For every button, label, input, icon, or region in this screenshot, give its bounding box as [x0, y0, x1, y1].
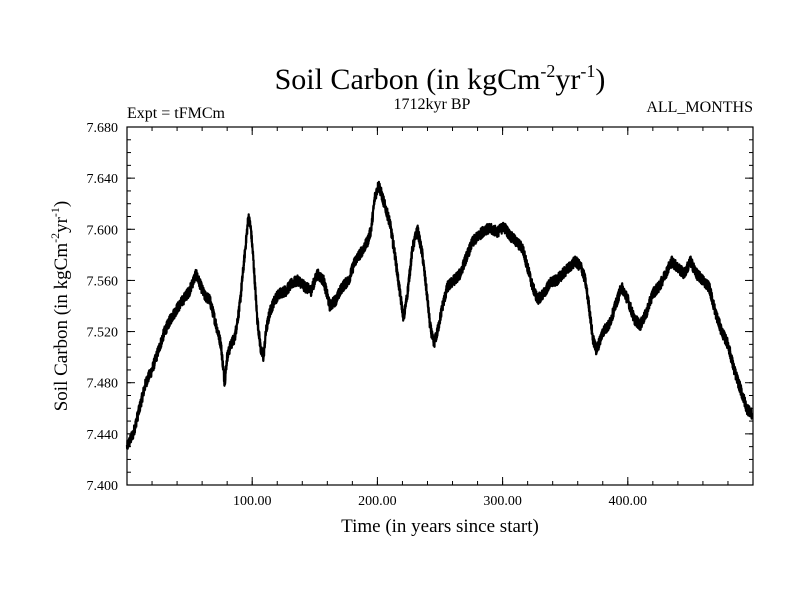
- y-tick-label: 7.640: [87, 172, 119, 187]
- y-label-main: Soil Carbon (in kgCm: [51, 243, 72, 412]
- y-label-sup2: -1: [48, 207, 62, 217]
- plot-frame: [126, 126, 754, 486]
- y-axis-label: Soil Carbon (in kgCm-2yr-1): [48, 201, 72, 412]
- y-tick-label: 7.600: [87, 223, 119, 238]
- y-tick-label: 7.520: [87, 326, 119, 341]
- chart-title-main: Soil Carbon (in kgCm: [275, 63, 541, 96]
- y-tick-label: 7.480: [87, 377, 119, 392]
- x-tick-label: 300.00: [483, 494, 522, 509]
- period-label: 1712kyr BP: [394, 96, 471, 113]
- x-tick-label: 100.00: [233, 494, 272, 509]
- x-axis: 100.00 200.00 300.00 400.00: [151, 127, 729, 509]
- y-axis: 7.400 7.440 7.480 7.520 7.560 7.600 7.640 7.680: [87, 121, 753, 494]
- y-tick-label: 7.680: [87, 121, 119, 136]
- chart-title-mid: yr: [555, 63, 580, 96]
- y-tick-label: 7.440: [87, 428, 119, 443]
- y-label-end: ): [51, 201, 72, 207]
- y-label-sup1: -2: [48, 233, 62, 243]
- x-tick-label: 200.00: [358, 494, 397, 509]
- chart-title: Soil Carbon (in kgCm-2yr-1): [275, 61, 606, 96]
- series-line: [125, 180, 753, 450]
- x-axis-label: Time (in years since start): [341, 516, 539, 537]
- chart-title-end: ): [595, 63, 605, 96]
- y-tick-label: 7.400: [87, 479, 119, 494]
- y-label-mid: yr: [51, 216, 72, 233]
- chart-title-sup2: -1: [580, 61, 595, 81]
- chart-title-sup1: -2: [540, 61, 555, 81]
- months-label: ALL_MONTHS: [646, 99, 753, 116]
- x-tick-label: 400.00: [609, 494, 648, 509]
- experiment-label: Expt = tFMCm: [127, 105, 225, 122]
- y-tick-label: 7.560: [87, 274, 119, 289]
